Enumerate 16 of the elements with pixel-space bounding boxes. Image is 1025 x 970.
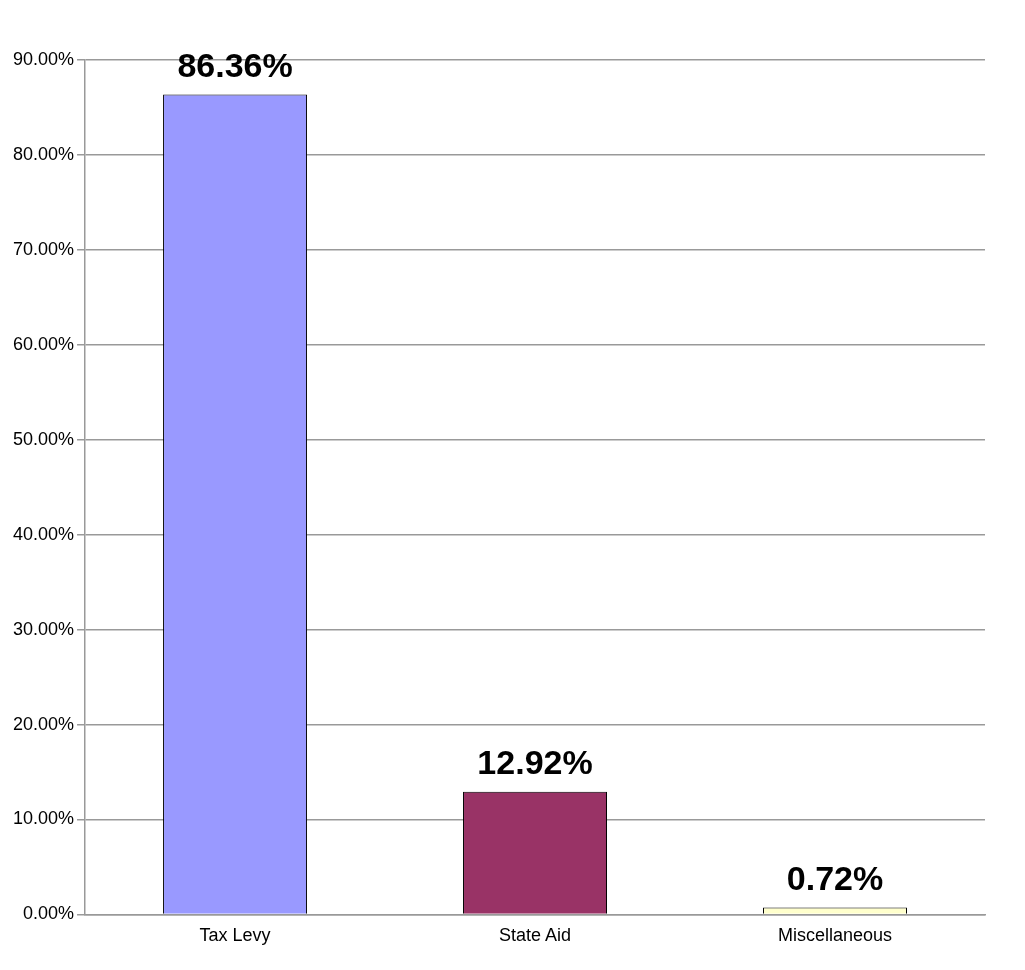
y-tick-label: 60.00% [12,333,75,354]
y-tick-label: 0.00% [23,903,75,924]
x-tick-label: Miscellaneous [777,925,893,946]
y-tick-label: 90.00% [12,48,75,69]
x-tick-label: State Aid [498,925,572,946]
data-label: 86.36% [177,45,293,84]
data-label: 0.72% [786,858,884,897]
y-tick-label: 40.00% [12,523,75,544]
y-tick-label: 20.00% [12,713,75,734]
y-tick-label: 30.00% [12,618,75,639]
y-tick-label: 70.00% [12,238,75,259]
y-tick-label: 50.00% [12,428,75,449]
y-tick-label: 10.00% [12,808,75,829]
x-tick-label: Tax Levy [199,925,271,946]
y-tick-label: 80.00% [12,143,75,164]
data-label: 12.92% [477,743,593,782]
